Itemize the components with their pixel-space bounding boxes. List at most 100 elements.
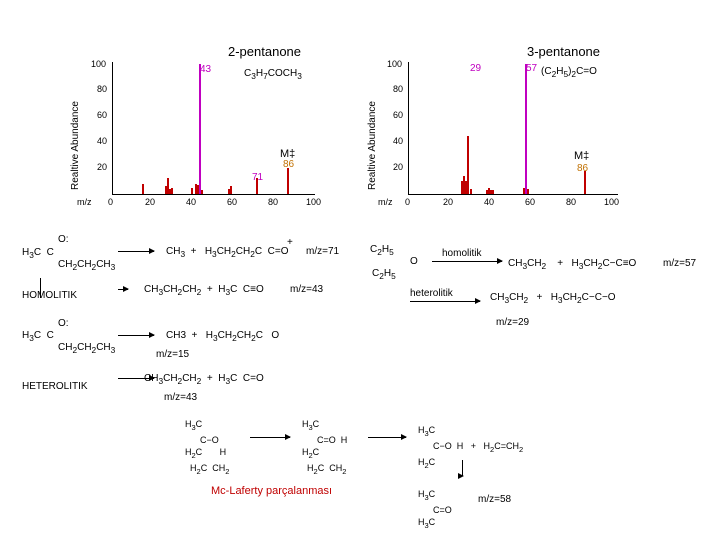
fragment-propyl-cation: CH3CH2CH2 + H3C C=O	[144, 373, 264, 386]
right-x-axis	[408, 194, 618, 195]
right-chart-title: 3-pentanone	[527, 44, 601, 59]
ketone-structure-1: H3C C	[22, 247, 54, 260]
ketone-structure-2: H3C C	[22, 330, 54, 343]
spectrum-bar	[256, 178, 259, 194]
spectrum-bar	[168, 188, 171, 194]
left-r3-mz: m/z=15	[156, 349, 190, 360]
propyl-group: CH2CH2CH3	[58, 259, 116, 272]
reaction-arrow	[118, 375, 155, 381]
left-xtick: 0	[108, 197, 114, 207]
fragment-methyl-cation: CH3 + H3CH2CH2C O	[166, 330, 280, 343]
charge-plus: +	[287, 237, 293, 248]
left-peak-label: 86	[283, 159, 295, 170]
spectrum-bar	[191, 187, 194, 194]
left-homolitik-label: HOMOLITIK	[22, 290, 78, 301]
left-chart-title: 2-pentanone	[228, 44, 302, 59]
right-xtick: 0	[405, 197, 411, 207]
carbonyl-oxygen: O:	[58, 318, 69, 329]
fragment-ethyl: CH3CH2 + H3CH2C−C≡O	[508, 258, 637, 271]
right-ytick: 20	[393, 162, 404, 172]
right-peak-label: 29	[470, 63, 482, 74]
spectrum-bar	[201, 190, 204, 194]
reaction-arrow	[118, 248, 155, 254]
right-homolitik-label: homolitik	[442, 248, 482, 259]
bond-line	[40, 278, 41, 298]
spectrum-bar	[465, 181, 468, 194]
fragment-ethyl-cation: CH3CH2 + H3CH2C−C−O	[490, 292, 616, 305]
spectrum-bar	[229, 186, 232, 194]
left-ytick: 40	[97, 136, 108, 146]
left-ytick: 60	[97, 110, 108, 120]
right-chart-formula: (C2H5)2C=O	[541, 66, 597, 79]
left-xlabel: m/z	[77, 197, 92, 207]
spectrum-bar	[286, 168, 289, 194]
right-ytick: 100	[387, 59, 403, 69]
left-y-axis	[112, 62, 113, 194]
carbonyl-oxygen: O	[410, 256, 418, 267]
left-r1-mz: m/z=71	[306, 246, 340, 257]
bond-line	[462, 460, 463, 476]
spectrum-bar	[469, 188, 472, 194]
right-xtick: 40	[484, 197, 495, 207]
right-xtick: 60	[525, 197, 536, 207]
spectrum-bar	[463, 175, 466, 194]
left-ytick: 100	[91, 59, 107, 69]
left-peak-label: 71	[252, 172, 264, 183]
left-xtick: 80	[268, 197, 279, 207]
spectrum-bar	[492, 190, 495, 194]
mclafferty-product-mz: m/z=58	[478, 494, 512, 505]
left-r2-mz: m/z=43	[290, 284, 324, 295]
spectrum-bar	[199, 64, 202, 194]
spectrum-bar	[526, 188, 529, 194]
reaction-arrow	[118, 286, 129, 292]
left-x-axis	[112, 194, 315, 195]
ethyl-group: C2H5	[372, 268, 396, 281]
right-ytick: 80	[393, 84, 404, 94]
right-r1-mz: m/z=57	[663, 258, 697, 269]
right-peak-label: 86	[577, 163, 589, 174]
left-ytick: 20	[97, 162, 108, 172]
right-xtick: 100	[604, 197, 620, 207]
mclafferty-title: Mc-Laferty parçalanması	[211, 485, 333, 497]
left-peak-label: M‡	[280, 148, 296, 160]
spectrum-bar	[522, 187, 525, 194]
spectrum-bar	[227, 188, 230, 194]
right-peak-label: 57	[526, 63, 538, 74]
mclafferty-product: H3C C=O H3C	[418, 489, 452, 530]
spectrum-bar	[490, 190, 492, 194]
mclafferty-enol: H3C C−O H + H2C=CH2 H2C	[418, 425, 524, 470]
left-r4-mz: m/z=43	[164, 392, 198, 403]
right-ytick: 40	[393, 136, 404, 146]
mclafferty-reactant: H3C C−O H2C H H2C CH2	[185, 419, 230, 476]
reaction-arrow	[250, 434, 291, 440]
right-xtick: 80	[566, 197, 577, 207]
reaction-arrow	[118, 332, 155, 338]
spectrum-bar	[461, 181, 464, 194]
right-peak-label: M‡	[574, 150, 590, 162]
reaction-arrow	[410, 298, 481, 304]
left-heterolitik-label: HETEROLITIK	[22, 381, 88, 392]
fragment-propyl: CH3CH2CH2 + H3C C≡O	[144, 284, 264, 297]
spectrum-bar	[485, 190, 488, 194]
spectrum-bar	[584, 170, 587, 194]
right-xlabel: m/z	[378, 197, 393, 207]
spectrum-bar	[166, 178, 169, 194]
reaction-arrow	[432, 258, 503, 264]
left-xtick: 40	[186, 197, 197, 207]
spectrum-bar	[142, 183, 145, 194]
spectrum-bar	[195, 183, 198, 194]
fragment-ch3: CH3 + H3CH2CH2C C=O	[166, 246, 289, 259]
propyl-group: CH2CH2CH3	[58, 342, 116, 355]
right-r2-mz: m/z=29	[496, 317, 530, 328]
down-arrow	[458, 473, 464, 479]
left-xtick: 60	[227, 197, 238, 207]
spectrum-bar	[170, 187, 173, 194]
spectrum-bar	[164, 186, 167, 194]
right-y-axis	[408, 62, 409, 194]
ethyl-group: C2H5	[370, 244, 394, 257]
right-chart-ylabel: Realtive Abundance	[367, 101, 378, 190]
left-peak-label: 43	[200, 64, 212, 75]
left-xtick: 100	[306, 197, 322, 207]
left-chart-ylabel: Realtive Abundance	[70, 101, 81, 190]
spectrum-bar	[197, 184, 200, 194]
